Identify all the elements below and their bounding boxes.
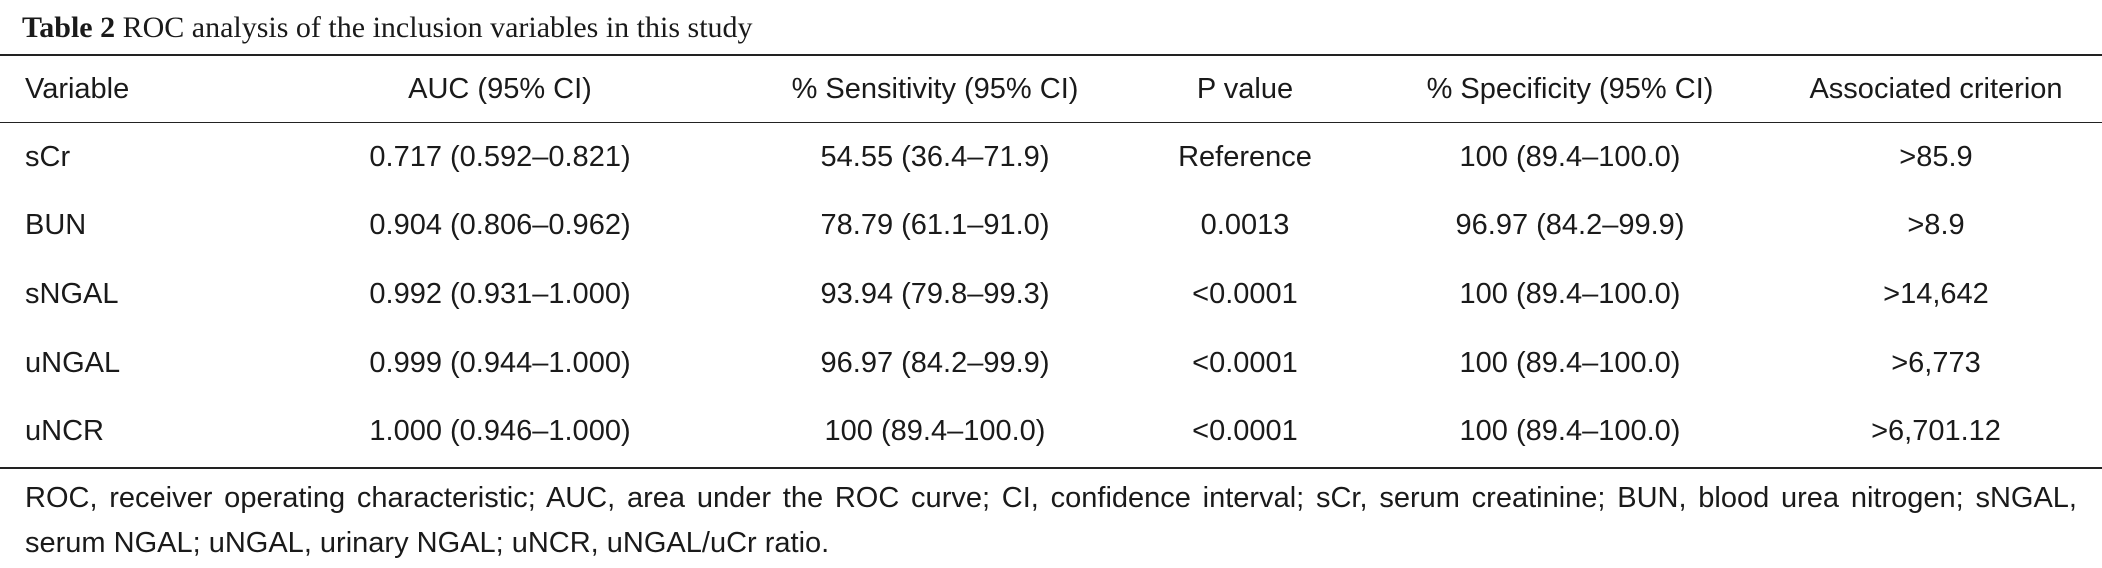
table-cell: 100 (89.4–100.0) [1459,346,1681,379]
table-row: uNCR 1.000 (0.946–1.000) 100 (89.4–100.0… [0,397,2102,466]
table-cell: 100 (89.4–100.0) [824,415,1046,448]
table-cell: >85.9 [1899,141,1973,174]
table-cell: 96.97 (84.2–99.9) [820,346,1050,379]
table-header-row: Variable AUC (95% CI) % Sensitivity (95%… [0,56,2102,123]
table-cell: 0.717 (0.592–0.821) [369,141,631,174]
column-header: % Specificity (95% CI) [1426,73,1714,105]
table-cell: 100 (89.4–100.0) [1459,277,1681,310]
table-cell: 0.0013 [1200,209,1290,242]
table-cell: <0.0001 [1192,277,1298,310]
table-cell: 0.999 (0.944–1.000) [369,346,631,379]
column-header: Associated criterion [1809,73,2063,105]
table-cell: >8.9 [1907,209,1965,242]
table-cell: uNGAL [25,346,121,379]
column-header: Variable [25,73,130,105]
table-top-rule [0,54,2102,56]
column-header: P value [1196,73,1294,105]
table-cell: >14,642 [1883,277,1989,310]
table-bottom-rule [0,467,2102,469]
table-row: uNGAL 0.999 (0.944–1.000) 96.97 (84.2–99… [0,329,2102,398]
table-cell: sNGAL [25,277,119,310]
table-cell: >6,701.12 [1871,415,2001,448]
table-cell: 54.55 (36.4–71.9) [820,141,1050,174]
roc-table: Variable AUC (95% CI) % Sensitivity (95%… [0,56,2102,466]
table-row: sCr 0.717 (0.592–0.821) 54.55 (36.4–71.9… [0,123,2102,192]
table-cell: 0.904 (0.806–0.962) [369,209,631,242]
table-cell: 100 (89.4–100.0) [1459,141,1681,174]
table-cell: 1.000 (0.946–1.000) [369,415,631,448]
table-cell: BUN [25,209,87,242]
table-row: sNGAL 0.992 (0.931–1.000) 93.94 (79.8–99… [0,260,2102,329]
table-cell: 100 (89.4–100.0) [1459,415,1681,448]
table-cell: sCr [25,141,71,174]
table-cell: 93.94 (79.8–99.3) [820,277,1050,310]
column-header: % Sensitivity (95% CI) [791,73,1079,105]
table-cell: 0.992 (0.931–1.000) [369,277,631,310]
table-cell: <0.0001 [1192,346,1298,379]
table-cell: >6,773 [1891,346,1981,379]
table-header-rule [0,122,2102,123]
table-cell: uNCR [25,415,104,448]
table-cell: Reference [1178,141,1312,174]
table-caption-text: ROC analysis of the inclusion variables … [122,11,753,44]
table-row: BUN 0.904 (0.806–0.962) 78.79 (61.1–91.0… [0,192,2102,261]
table-caption-label: Table 2 [22,11,116,44]
table-cell: 96.97 (84.2–99.9) [1455,209,1685,242]
table-cell: <0.0001 [1192,415,1298,448]
table-footnote: ROC, receiver operating characteristic; … [25,482,2077,559]
table-cell: 78.79 (61.1–91.0) [820,209,1050,242]
column-header: AUC (95% CI) [408,73,592,105]
table-caption: Table 2 ROC analysis of the inclusion va… [22,6,753,50]
